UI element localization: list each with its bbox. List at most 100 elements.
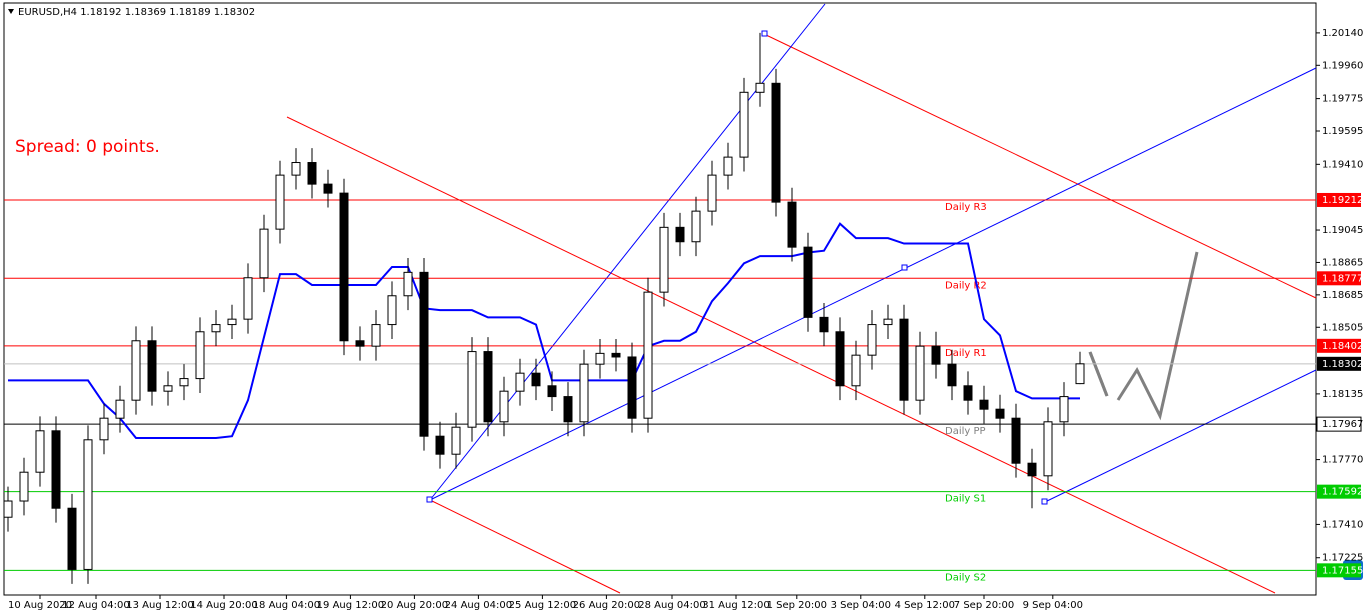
candle-body [387, 295, 397, 326]
candle-body [179, 378, 189, 387]
x-tick-label: 18 Aug 04:00 [253, 600, 320, 611]
y-tick-label: 1.19595 [1322, 126, 1363, 137]
x-tick-label: 19 Aug 12:00 [317, 600, 384, 611]
y-tick-label: 1.20140 [1322, 28, 1363, 39]
chart-title: EURUSD,H4 1.18192 1.18369 1.18189 1.1830… [18, 7, 255, 18]
candle-body [931, 345, 941, 365]
candle-body [259, 228, 269, 279]
trend-line [429, 499, 621, 594]
candle-body [627, 356, 637, 419]
candle-body [1011, 417, 1021, 464]
candle-body [19, 471, 29, 502]
candle-body [275, 174, 285, 230]
candle-body [979, 399, 989, 410]
candle-body [99, 417, 109, 441]
anchor-point [761, 30, 768, 37]
x-tick-label: 1 Sep 20:00 [767, 600, 827, 611]
trend-lines [286, 3, 1317, 594]
spread-annotation: Spread: 0 points. [15, 137, 160, 157]
candle-body [499, 390, 509, 423]
candle-body [227, 318, 237, 326]
x-tick-label: 7 Sep 20:00 [954, 600, 1014, 611]
candle-body [67, 507, 77, 570]
candle-body [371, 324, 381, 347]
pivot-box [1317, 484, 1361, 499]
anchor-point [1041, 498, 1048, 505]
y-tick-label: 1.18685 [1322, 290, 1363, 301]
candle-body [51, 430, 61, 509]
candle-body [515, 372, 525, 392]
x-tick-label: 4 Sep 12:00 [895, 600, 955, 611]
plot-frame [3, 2, 1317, 596]
anchor-point [901, 264, 908, 271]
pivot-box [1317, 192, 1361, 207]
pivot-name: Daily S1 [945, 494, 986, 505]
candle-body [307, 162, 317, 185]
candle-body [819, 316, 829, 333]
y-tick-label: 1.18135 [1322, 389, 1363, 400]
x-tick-label: 28 Aug 04:00 [638, 600, 705, 611]
candle-body [867, 324, 877, 356]
candle-body [435, 435, 445, 455]
candle-body [659, 226, 669, 293]
indicator-line [8, 222, 1080, 439]
candle-body [595, 352, 605, 365]
candle-body [243, 277, 253, 320]
candle-body [1059, 396, 1069, 423]
candle-body [995, 408, 1005, 419]
pivot-value: 1.18402 [1322, 341, 1363, 352]
pivot-name: Daily R3 [945, 202, 987, 213]
candle-body [963, 385, 973, 401]
y-tick-label: 1.17225 [1322, 553, 1363, 564]
candle-body [547, 385, 557, 398]
x-tick-label: 3 Sep 04:00 [831, 600, 891, 611]
candle-body [707, 174, 717, 212]
candle-body [947, 363, 957, 387]
forecast-arrow [1088, 351, 1109, 397]
candle-body [451, 426, 461, 455]
channel-line [1044, 369, 1317, 503]
candle-body [579, 363, 589, 423]
candle-body [723, 156, 733, 176]
trend-line [286, 116, 1276, 594]
candle-body [643, 291, 653, 419]
pivot-box [1317, 271, 1361, 286]
x-tick-label: 9 Sep 04:00 [1023, 600, 1083, 611]
candle-body [195, 331, 205, 380]
candle-body [691, 210, 701, 243]
menu-arrow[interactable] [8, 9, 14, 14]
candle-body [291, 162, 301, 176]
price-axis: 1.20140 1.19960 1.19775 1.19595 1.19410 1.190… [1316, 28, 1363, 564]
channel-line [429, 67, 1317, 501]
current-price-label: 1.18302 [1322, 359, 1363, 370]
y-tick-label: 1.17410 [1322, 519, 1363, 530]
pivot-value: 1.17592 [1322, 487, 1363, 498]
candle-body [35, 430, 45, 473]
candle-body [563, 396, 573, 423]
pivot-name: Daily PP [945, 426, 986, 437]
y-tick-label: 1.18505 [1322, 322, 1363, 333]
candle-body [419, 271, 429, 437]
candle-body [211, 324, 221, 333]
forecast-arrow [1116, 251, 1199, 421]
y-tick-label: 1.19410 [1322, 159, 1363, 170]
pivot-box [1317, 563, 1361, 578]
x-tick-label: 12 Aug 04:00 [62, 600, 129, 611]
x-tick-label: 13 Aug 12:00 [126, 600, 193, 611]
y-tick-label: 1.17770 [1322, 455, 1363, 466]
x-tick-label: 25 Aug 12:00 [509, 600, 576, 611]
pivot-box [1317, 338, 1361, 353]
pivot-name: Daily S2 [945, 572, 986, 583]
candle-body [1027, 462, 1037, 477]
candle-body [531, 372, 541, 387]
candle-body [675, 226, 685, 243]
candle-body [323, 183, 333, 194]
pivot-name: Daily R1 [945, 348, 987, 359]
candle-body [467, 351, 477, 428]
pivot-value: 1.18777 [1322, 273, 1363, 284]
candle-body [355, 340, 365, 347]
candle-body [915, 345, 925, 401]
x-tick-label: 31 Aug 12:00 [702, 600, 769, 611]
candle-body [147, 340, 157, 392]
